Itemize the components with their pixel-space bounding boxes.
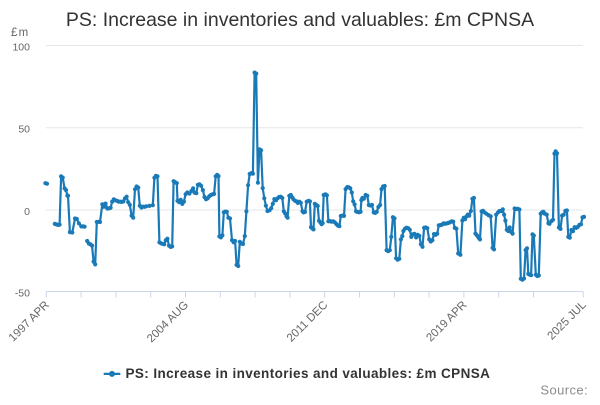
svg-text:50: 50	[18, 124, 30, 136]
svg-text:-50: -50	[15, 288, 30, 300]
svg-text:PS: Increase in inventories an: PS: Increase in inventories and valuable…	[126, 366, 491, 381]
svg-text:PS: Increase in inventories an: PS: Increase in inventories and valuable…	[66, 9, 534, 31]
svg-text:Source:: Source:	[540, 383, 588, 398]
svg-text:0: 0	[24, 206, 30, 218]
svg-text:£m: £m	[11, 27, 29, 39]
svg-text:100: 100	[12, 41, 30, 53]
